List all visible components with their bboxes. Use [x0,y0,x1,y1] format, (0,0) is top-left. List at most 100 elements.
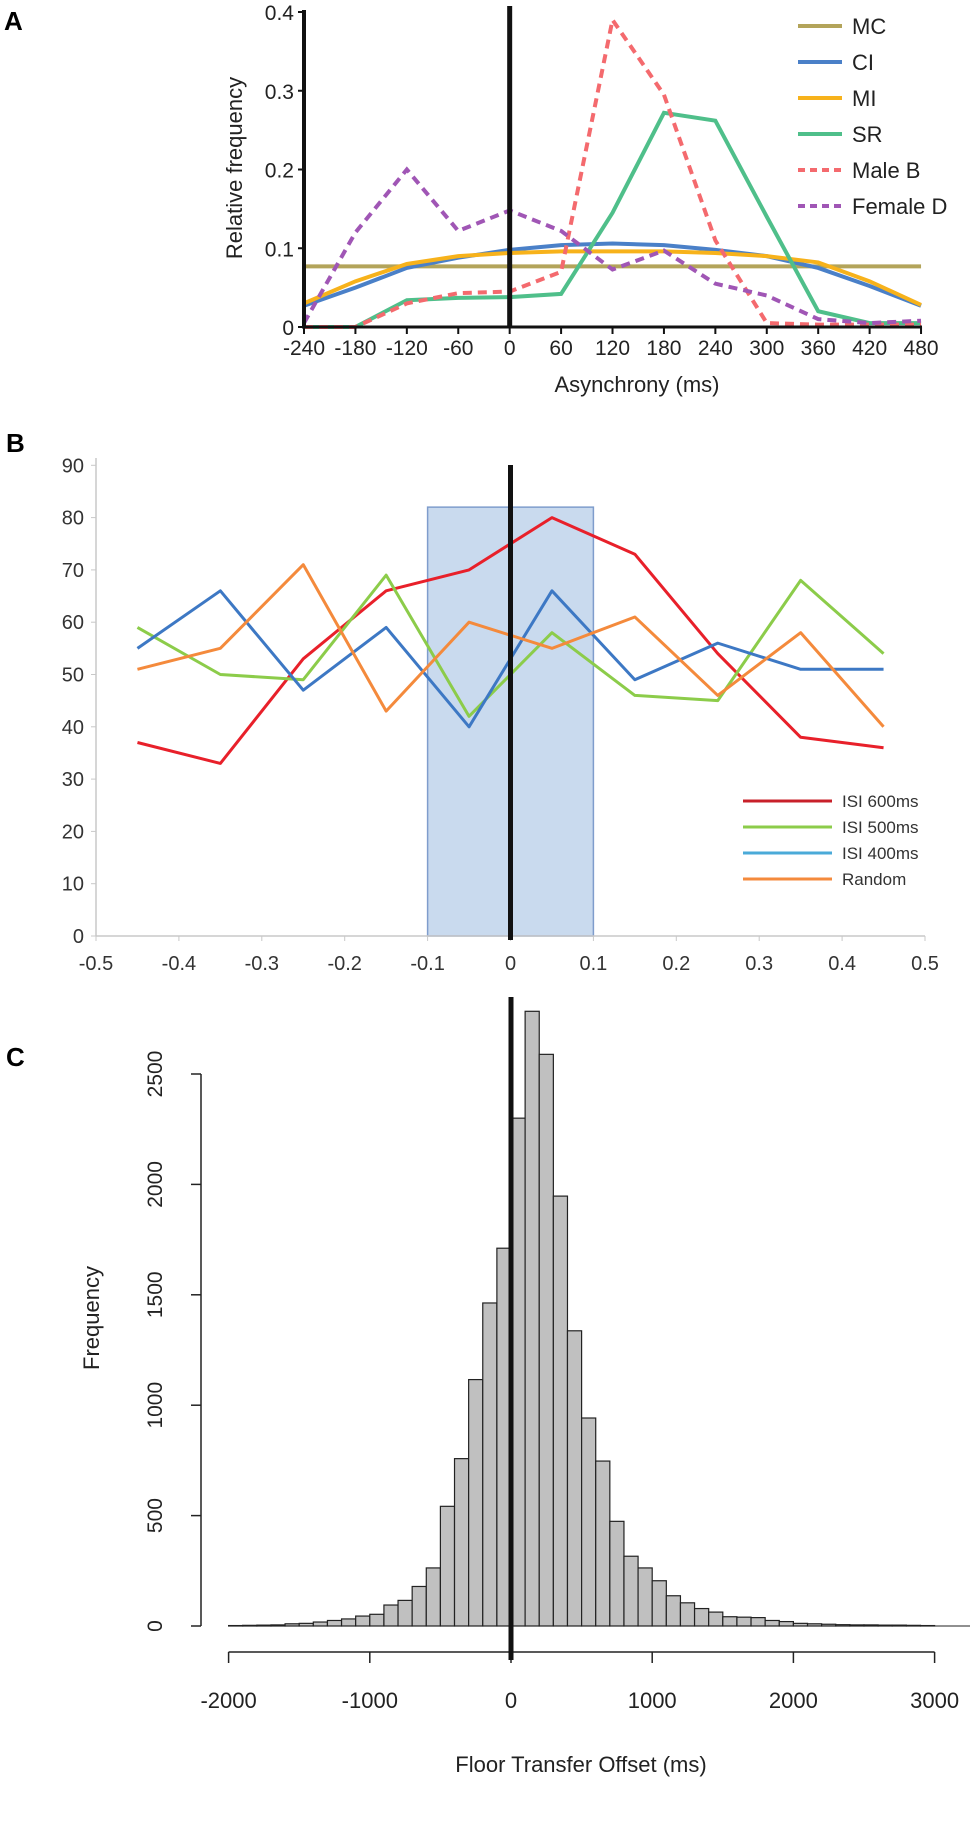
y-tick-label: 0 [282,317,294,340]
y-tick-label: 1500 [144,1271,167,1318]
y-axis-title: Frequency [79,1266,104,1370]
panel-a: A MC CI MI SR Male B Female D 0 0.1 0.2 0.3 0.4 -240… [4,2,947,397]
y-tick-label: 70 [62,560,84,582]
y-tick-label: 0.3 [265,81,294,104]
histogram-bar [778,1620,795,1627]
series-line-mi [303,249,922,307]
x-tick-label: -0.4 [162,953,196,975]
histogram-bar [750,1617,766,1627]
histogram-bar [835,1624,851,1627]
x-tick-label: 0 [505,953,516,975]
histogram-bar [863,1624,879,1627]
legend-label: Male B [852,158,920,183]
histogram-bar [566,1330,583,1627]
legend-label: MC [852,14,886,39]
histogram-bar [821,1623,837,1627]
x-tick-label: 240 [698,337,733,360]
y-tick-label: 0.2 [265,160,294,183]
x-tick-label: 0.1 [579,953,607,975]
x-axis-title: Floor Transfer Offset (ms) [455,1752,706,1777]
histogram-bar [369,1613,385,1627]
histogram-bar [736,1616,752,1627]
histogram-bar [764,1619,780,1627]
histogram-bar [411,1585,427,1627]
histogram-bar [623,1555,639,1627]
legend-label: ISI 400ms [842,844,919,863]
histogram-bar [312,1621,329,1627]
histogram-bar [383,1604,399,1627]
histogram-bar [609,1520,625,1627]
y-tick-label: 1000 [144,1382,167,1429]
y-tick-label: 30 [62,769,84,791]
y-tick-label: 0 [73,926,84,948]
y-tick-label: 2000 [144,1161,167,1208]
y-tick-label: 0.1 [265,238,294,261]
histogram-bar [397,1599,413,1627]
x-tick-label: 0.4 [828,953,856,975]
histogram-bar [849,1624,865,1627]
x-tick-label: 0 [504,337,516,360]
histogram-bar [355,1615,371,1627]
y-tick-label: 50 [62,665,84,687]
y-tick-label: 0 [144,1620,167,1632]
histogram-bar [891,1624,907,1627]
histogram-bar [665,1595,682,1627]
y-tick-label: 90 [62,455,84,477]
x-tick-label: -1000 [342,1688,398,1713]
histogram-bar [270,1624,286,1627]
series-line-sr [304,110,922,329]
x-tick-label: -240 [283,337,325,360]
histogram-bar [298,1622,314,1627]
y-tick-label: 500 [144,1498,167,1533]
x-tick-label: 2000 [769,1688,818,1713]
panel-c: C 0 500 1000 1500 2000 2500 -2000 -1000 0 1000 2000… [6,997,970,1777]
x-tick-label: -0.1 [410,953,444,975]
histogram-bar [439,1505,456,1627]
histogram-bar [482,1302,498,1627]
legend-label: CI [852,50,874,75]
histogram-bar [595,1460,611,1627]
histogram-bar [326,1619,343,1627]
histogram-bar [679,1602,696,1627]
histogram-bar [693,1607,710,1627]
y-tick-label: 0.4 [265,2,295,25]
x-tick-label: 180 [646,337,681,360]
histogram-bar [580,1417,597,1627]
series-line-male-b [304,14,922,329]
histogram-bar [524,1010,540,1627]
histogram-bar [284,1623,300,1627]
histogram-bar [425,1567,441,1627]
histogram-bar [242,1624,258,1627]
histogram-bar [792,1622,809,1627]
histogram-bar [256,1624,272,1627]
x-axis-title: Asynchrony (ms) [554,372,719,397]
panel-label-a: A [4,6,23,36]
x-tick-label: 420 [852,337,887,360]
legend-label: Female D [852,194,947,219]
x-tick-label: 480 [904,337,939,360]
series-line-female-d [302,166,922,326]
x-tick-label: -60 [443,337,473,360]
y-tick-label: 80 [62,508,84,530]
x-tick-label: -180 [334,337,376,360]
x-tick-label: 1000 [628,1688,677,1713]
histogram-bar [637,1567,653,1627]
x-tick-label: -120 [386,337,428,360]
x-tick-label: -0.2 [327,953,361,975]
y-axis-title: Relative frequency [222,77,247,259]
x-tick-label: -2000 [200,1688,256,1713]
y-tick-label: 10 [62,874,84,896]
x-tick-label: -0.5 [79,953,113,975]
legend-label: MI [852,86,876,111]
histogram-bar [651,1580,667,1627]
x-tick-label: 300 [749,337,784,360]
x-tick-label: 120 [595,337,630,360]
x-tick-label: 60 [549,337,572,360]
histogram-bar [538,1053,554,1627]
x-tick-label: 360 [801,337,836,360]
x-tick-label: 0 [505,1688,517,1713]
histogram-bar [877,1624,893,1627]
histogram-bar [722,1616,738,1627]
y-tick-label: 2500 [144,1051,167,1098]
